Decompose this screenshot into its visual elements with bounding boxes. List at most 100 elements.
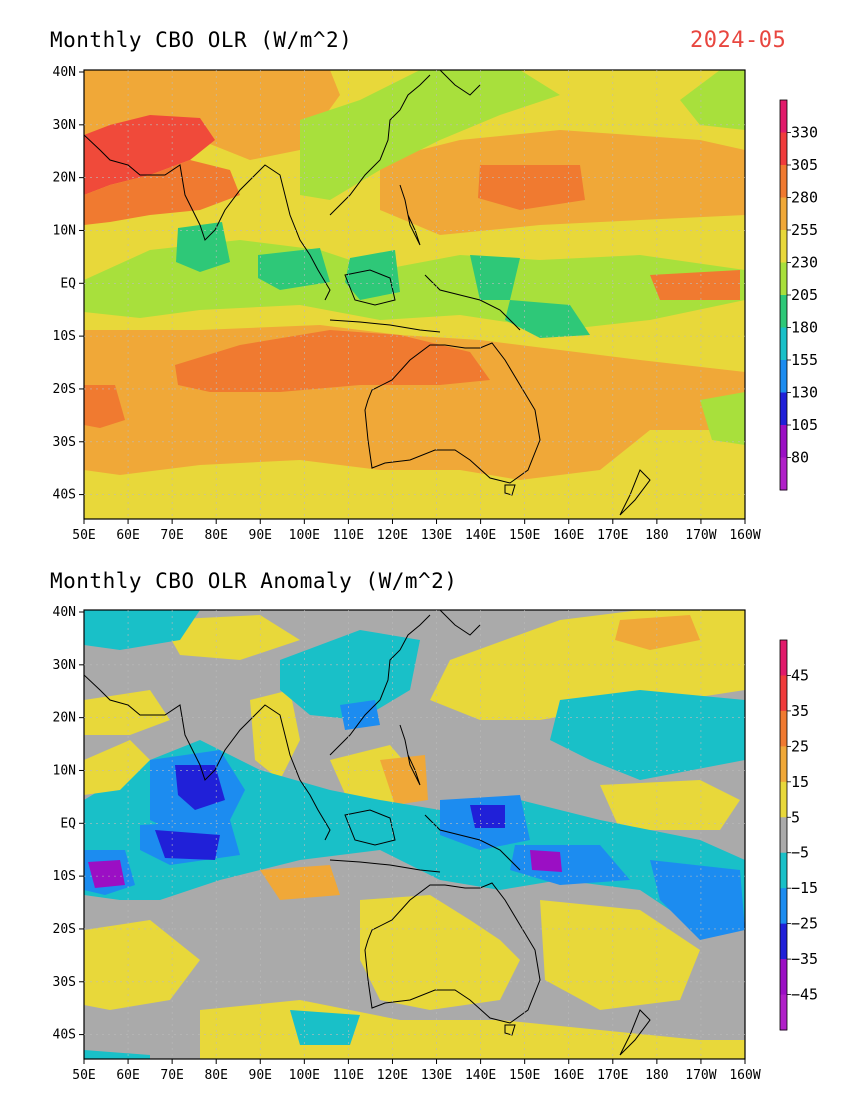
olr-colorbar-label: 155 (791, 351, 818, 369)
anomaly-lat-axis: 40N 30N 20N 10N EQ 10S 20S 30S 40S (53, 605, 84, 1043)
anomaly-lon-tick-label: 170W (685, 1068, 716, 1083)
anomaly-lon-tick-label: 150E (509, 1068, 540, 1083)
anomaly-lon-tick-label: 170E (597, 1068, 628, 1083)
anomaly-colorbar-swatch (780, 817, 787, 854)
anomaly-lat-tick-label: EQ (60, 816, 76, 831)
anomaly-lon-tick-label: 110E (333, 1068, 364, 1083)
olr-colorbar-swatch (780, 457, 787, 491)
olr-colorbar-swatch (780, 132, 787, 166)
anomaly-colorbar-label: 35 (791, 702, 809, 720)
olr-lon-axis: 50E 60E 70E 80E 90E 100E 110E 120E 130E 140E 150E 1… (72, 519, 761, 543)
anomaly-field (84, 610, 745, 1059)
olr-colorbar-label: 330 (791, 124, 818, 142)
olr-colorbar-label: 280 (791, 189, 818, 207)
anomaly-colorbar-swatch (780, 640, 787, 676)
anomaly-colorbar-label: −35 (791, 950, 818, 968)
anomaly-colorbar: 45 35 25 15 5 −5 −15 −25 −35 −45 (779, 639, 818, 1031)
olr-lon-tick-label: 160W (729, 528, 760, 543)
anomaly-title: Monthly CBO OLR Anomaly (W/m^2) (50, 569, 458, 593)
olr-colorbar-swatch (780, 392, 787, 426)
anomaly-colorbar-swatch (780, 675, 787, 712)
anomaly-lon-tick-label: 160E (553, 1068, 584, 1083)
olr-lon-tick-label: 160E (553, 528, 584, 543)
olr-lon-tick-label: 130E (421, 528, 452, 543)
olr-colorbar-swatch (780, 425, 787, 458)
olr-colorbar-swatch (780, 295, 787, 328)
olr-lat-tick-label: 30N (53, 118, 76, 133)
anomaly-colorbar-swatch (780, 923, 787, 960)
olr-colorbar-swatch (780, 165, 787, 198)
anomaly-lon-tick-label: 120E (377, 1068, 408, 1083)
olr-colorbar-swatch (780, 100, 787, 133)
olr-lon-tick-label: 110E (333, 528, 364, 543)
anomaly-colorbar-label: 45 (791, 666, 809, 684)
olr-lon-tick-label: 180 (645, 528, 668, 543)
anomaly-lon-tick-label: 180 (645, 1068, 668, 1083)
olr-colorbar-swatch (780, 262, 787, 296)
anomaly-lon-tick-label: 160W (729, 1068, 760, 1083)
anomaly-colorbar-swatch (780, 959, 787, 996)
olr-lat-tick-label: 10N (53, 223, 76, 238)
anomaly-colorbar-label: −5 (791, 844, 809, 862)
anomaly-lat-tick-label: 40S (53, 1028, 76, 1043)
anomaly-lon-tick-label: 50E (72, 1068, 95, 1083)
anomaly-colorbar-swatch (780, 994, 787, 1031)
olr-map-panel: 40N 30N 20N 10N EQ 10S 20S 30S 40S 50E 60E 70E 80E 9… (53, 65, 819, 543)
anomaly-colorbar-swatch (780, 710, 787, 747)
olr-gridlines (84, 70, 745, 519)
olr-lon-tick-label: 170E (597, 528, 628, 543)
olr-lon-tick-label: 70E (160, 528, 183, 543)
anomaly-colorbar-swatch (780, 888, 787, 925)
date-label: 2024-05 (690, 28, 787, 53)
anomaly-lon-axis: 50E 60E 70E 80E 90E 100E 110E 120E 130E 140E 150E 1… (72, 1059, 761, 1083)
olr-title: Monthly CBO OLR (W/m^2) (50, 28, 353, 52)
olr-lon-tick-label: 120E (377, 528, 408, 543)
anomaly-colorbar-label: 25 (791, 737, 809, 755)
olr-lat-tick-label: 20N (53, 171, 76, 186)
olr-field (84, 70, 745, 519)
anomaly-lat-tick-label: 20S (53, 922, 76, 937)
anomaly-lat-tick-label: 30S (53, 975, 76, 990)
anomaly-lat-tick-label: 40N (53, 605, 76, 620)
olr-colorbar: 330 305 280 255 230 205 180 155 130 105 80 (779, 99, 818, 491)
anomaly-colorbar-label: −15 (791, 879, 818, 897)
olr-lon-tick-label: 150E (509, 528, 540, 543)
olr-lon-tick-label: 170W (685, 528, 716, 543)
olr-lat-tick-label: EQ (60, 276, 76, 291)
anomaly-colorbar-swatch (780, 746, 787, 783)
olr-colorbar-label: 230 (791, 254, 818, 272)
olr-colorbar-swatch (780, 327, 787, 361)
anomaly-lon-tick-label: 90E (249, 1068, 272, 1083)
olr-colorbar-label: 105 (791, 416, 818, 434)
olr-colorbar-swatch (780, 230, 787, 263)
anomaly-lon-tick-label: 70E (160, 1068, 183, 1083)
olr-colorbar-label: 305 (791, 156, 818, 174)
olr-lon-tick-label: 80E (204, 528, 227, 543)
anomaly-gridlines (84, 610, 745, 1059)
anomaly-colorbar-label: 5 (791, 808, 800, 826)
anomaly-lon-tick-label: 140E (465, 1068, 496, 1083)
anomaly-lon-tick-label: 100E (289, 1068, 320, 1083)
olr-lat-axis: 40N 30N 20N 10N EQ 10S 20S 30S 40S (53, 65, 84, 503)
olr-lon-tick-label: 50E (72, 528, 95, 543)
anomaly-colorbar-swatch (780, 781, 787, 818)
olr-lat-tick-label: 30S (53, 435, 76, 450)
anomaly-colorbar-label: −45 (791, 986, 818, 1004)
olr-lat-tick-label: 40S (53, 488, 76, 503)
olr-colorbar-label: 80 (791, 449, 809, 467)
anomaly-lon-tick-label: 130E (421, 1068, 452, 1083)
olr-lat-tick-label: 10S (53, 329, 76, 344)
olr-colorbar-label: 130 (791, 384, 818, 402)
olr-lat-tick-label: 40N (53, 65, 76, 80)
anomaly-lon-tick-label: 60E (116, 1068, 139, 1083)
anomaly-coastlines (84, 610, 651, 1056)
olr-colorbar-label: 205 (791, 286, 818, 304)
olr-lon-tick-label: 140E (465, 528, 496, 543)
anomaly-lon-tick-label: 80E (204, 1068, 227, 1083)
olr-colorbar-swatch (780, 197, 787, 231)
olr-lon-tick-label: 100E (289, 528, 320, 543)
anomaly-map-panel: 40N 30N 20N 10N EQ 10S 20S 30S 40S 50E 60E 70E 80E 9… (53, 605, 819, 1083)
olr-colorbar-label: 180 (791, 319, 818, 337)
anomaly-colorbar-swatch (780, 852, 787, 889)
